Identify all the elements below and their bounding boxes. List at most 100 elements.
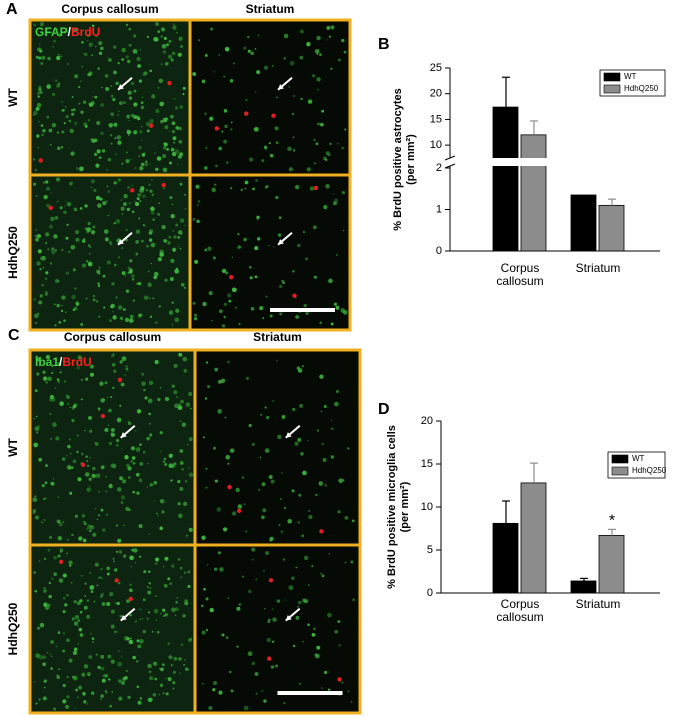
y-tick-label: 10 <box>430 139 442 151</box>
cell-signal <box>291 576 295 581</box>
cell-signal <box>158 202 160 204</box>
cell-signal <box>231 256 234 259</box>
cell-signal <box>205 146 208 149</box>
cell-signal <box>175 600 178 604</box>
cell-signal <box>169 277 174 281</box>
cell-signal <box>53 39 56 43</box>
cell-signal <box>175 223 179 227</box>
cell-signal <box>113 70 117 75</box>
cell-signal <box>164 462 168 466</box>
cell-signal <box>137 644 142 649</box>
cell-signal <box>178 352 183 357</box>
cell-signal <box>305 311 309 316</box>
cell-signal <box>45 464 49 468</box>
cell-signal <box>35 357 40 362</box>
cell-signal <box>223 302 228 307</box>
cell-signal <box>47 248 50 251</box>
cell-signal <box>171 324 173 326</box>
cell-signal <box>136 52 138 55</box>
cell-signal <box>221 633 225 637</box>
cell-signal <box>82 100 87 104</box>
brdu-signal <box>214 126 220 131</box>
cell-signal <box>162 614 166 618</box>
cell-signal <box>332 201 337 206</box>
cell-signal <box>86 73 89 76</box>
cell-signal <box>74 287 77 290</box>
cell-signal <box>57 631 61 634</box>
cell-signal <box>113 630 117 634</box>
cell-signal <box>265 295 268 298</box>
cell-signal <box>131 184 133 187</box>
cell-signal <box>157 514 160 517</box>
cell-signal <box>166 43 170 47</box>
cell-signal <box>188 527 193 532</box>
cell-signal <box>86 599 90 602</box>
cell-signal <box>329 142 332 145</box>
cell-signal <box>266 637 272 643</box>
cell-signal <box>88 415 92 420</box>
cell-signal <box>36 233 42 239</box>
cell-signal <box>245 376 250 380</box>
cell-signal <box>37 312 40 315</box>
cell-signal <box>63 30 67 34</box>
cell-signal <box>113 122 118 127</box>
cell-signal <box>140 139 143 141</box>
cell-signal <box>141 96 144 98</box>
cell-signal <box>169 582 172 585</box>
cell-signal <box>66 454 68 457</box>
cell-signal <box>311 633 316 637</box>
cell-signal <box>99 595 103 598</box>
cell-signal <box>157 212 161 216</box>
cell-signal <box>65 311 67 314</box>
cell-signal <box>165 677 167 679</box>
brdu-signal <box>38 158 43 163</box>
cell-signal <box>146 129 150 133</box>
cell-signal <box>65 236 69 240</box>
cell-signal <box>66 638 70 643</box>
cell-signal <box>173 97 176 100</box>
cell-signal <box>297 243 301 248</box>
cell-signal <box>155 109 160 113</box>
cell-signal <box>201 682 204 685</box>
cell-signal <box>135 660 139 663</box>
cell-signal <box>141 153 146 157</box>
cell-signal <box>117 538 122 543</box>
cell-signal <box>323 404 327 409</box>
cell-signal <box>120 501 124 504</box>
cell-signal <box>34 515 39 520</box>
cell-signal <box>139 48 142 51</box>
cell-signal <box>57 554 61 558</box>
cell-signal <box>268 142 271 145</box>
cell-signal <box>97 407 101 411</box>
cell-signal <box>80 574 83 577</box>
cell-signal <box>262 317 265 319</box>
cell-signal <box>47 548 51 552</box>
cell-signal <box>204 54 208 57</box>
cell-signal <box>133 548 138 553</box>
stain-text: BrdU <box>62 355 91 369</box>
cell-signal <box>224 416 227 419</box>
cell-signal <box>248 265 252 269</box>
cell-signal <box>126 637 130 641</box>
micrograph <box>28 543 197 715</box>
cell-signal <box>105 490 108 493</box>
cell-signal <box>123 194 128 199</box>
cell-signal <box>84 595 87 597</box>
cell-signal <box>154 37 159 42</box>
cell-signal <box>133 102 138 107</box>
cell-signal <box>255 692 258 695</box>
cell-signal <box>193 316 198 321</box>
cell-signal <box>62 610 66 614</box>
brdu-signal <box>271 113 276 118</box>
cell-signal <box>74 121 78 125</box>
cell-signal <box>153 481 158 485</box>
cell-signal <box>46 84 51 89</box>
cell-signal <box>146 35 150 39</box>
cell-signal <box>146 244 149 248</box>
cell-signal <box>220 378 226 384</box>
brdu-signal <box>129 188 135 193</box>
cell-signal <box>184 599 188 603</box>
cell-signal <box>48 224 53 229</box>
cell-signal <box>254 275 258 279</box>
cell-signal <box>65 271 70 275</box>
